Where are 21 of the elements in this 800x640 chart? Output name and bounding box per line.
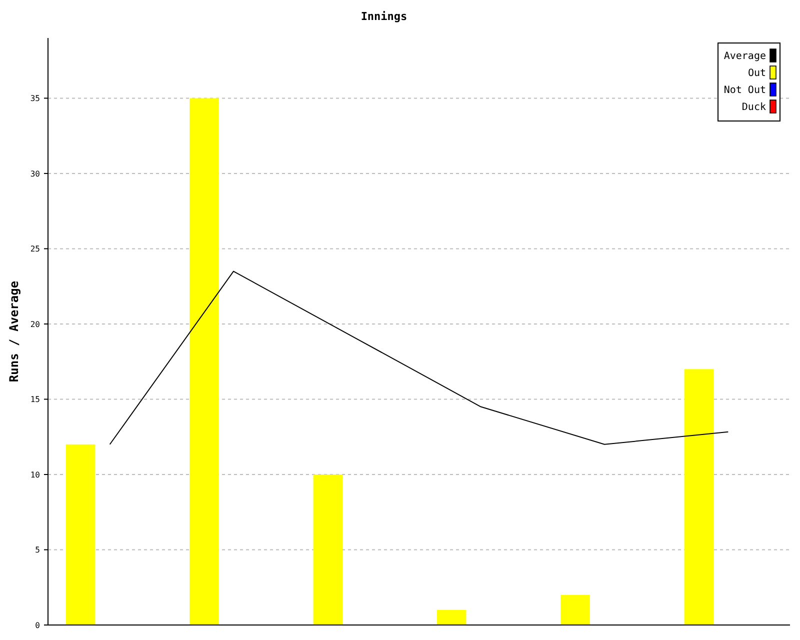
y-tick-label: 15 — [30, 395, 40, 404]
y-tick-label: 25 — [30, 244, 40, 254]
y-axis-title: Runs / Average — [7, 280, 21, 382]
bar — [66, 444, 96, 625]
y-tick-label: 10 — [30, 470, 40, 480]
chart-title: Innings — [360, 10, 408, 23]
y-tick-label: 5 — [35, 546, 40, 555]
y-tick-label: 0 — [35, 621, 40, 630]
legend-label: Out — [748, 68, 766, 79]
y-tick-label: 20 — [30, 320, 40, 329]
bar — [684, 369, 714, 625]
y-tick-label: 35 — [30, 94, 40, 104]
bar — [313, 474, 343, 625]
legend-label: Not Out — [724, 85, 766, 96]
y-tick-label: 30 — [30, 169, 40, 178]
legend-label: Duck — [742, 102, 766, 113]
bar — [436, 610, 466, 625]
legend-label: Average — [724, 51, 766, 62]
bar — [560, 594, 590, 625]
bar — [190, 98, 219, 625]
line-series — [109, 270, 729, 445]
